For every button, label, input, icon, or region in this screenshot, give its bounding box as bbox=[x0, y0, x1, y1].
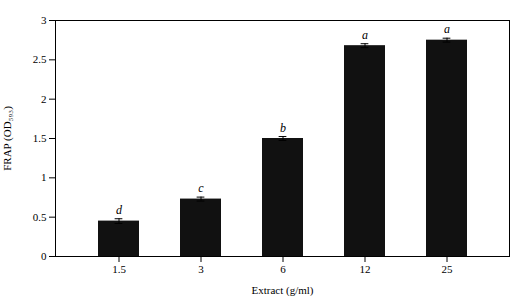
svg-text:1: 1 bbox=[41, 171, 47, 183]
svg-text:a: a bbox=[362, 28, 368, 42]
svg-text:FRAP (OD₅₉₃): FRAP (OD₅₉₃) bbox=[1, 106, 14, 171]
svg-text:0: 0 bbox=[41, 250, 47, 262]
svg-text:2.5: 2.5 bbox=[33, 53, 47, 65]
svg-text:3: 3 bbox=[41, 14, 47, 26]
svg-text:3: 3 bbox=[198, 263, 204, 275]
svg-text:Extract (g/ml): Extract (g/ml) bbox=[251, 284, 313, 296]
svg-text:c: c bbox=[198, 181, 204, 195]
svg-text:1.5: 1.5 bbox=[112, 263, 126, 275]
svg-text:0.5: 0.5 bbox=[33, 211, 47, 223]
svg-text:1.5: 1.5 bbox=[33, 132, 47, 144]
svg-text:12: 12 bbox=[360, 263, 371, 275]
svg-text:2: 2 bbox=[41, 93, 47, 105]
svg-text:25: 25 bbox=[442, 263, 454, 275]
svg-text:a: a bbox=[444, 22, 450, 36]
svg-text:b: b bbox=[280, 121, 286, 135]
svg-text:d: d bbox=[116, 203, 123, 217]
svg-text:6: 6 bbox=[280, 263, 286, 275]
